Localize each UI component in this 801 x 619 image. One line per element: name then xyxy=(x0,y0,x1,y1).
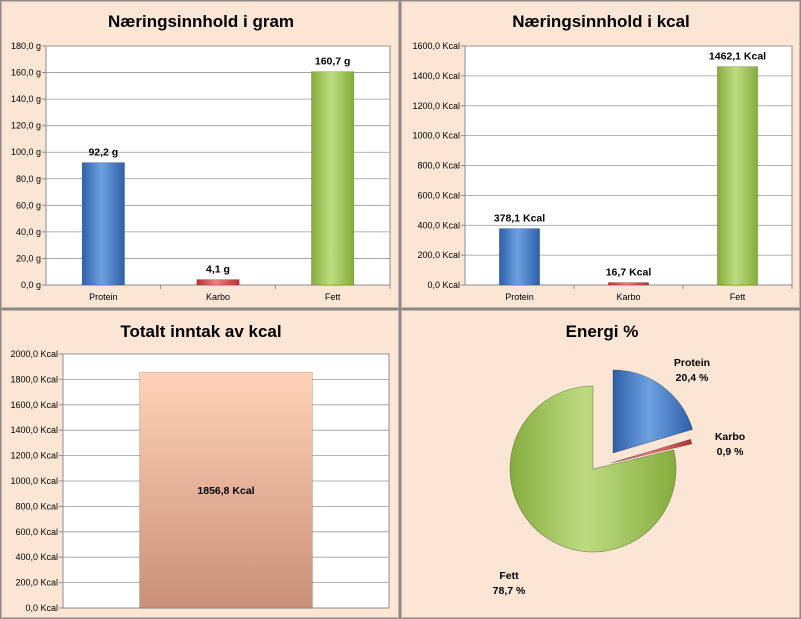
category-label: Karbo xyxy=(206,292,230,302)
bar xyxy=(139,371,313,609)
y-tick-label: 0,0 g xyxy=(21,280,41,290)
y-tick-label: 2000,0 Kcal xyxy=(10,349,58,359)
y-tick-label: 40,0 g xyxy=(16,227,41,237)
y-tick-label: 180,0 g xyxy=(11,41,41,51)
y-tick-label: 80,0 g xyxy=(16,174,41,184)
y-tick-label: 1200,0 Kcal xyxy=(412,101,460,111)
category-label: Fett xyxy=(730,292,746,302)
bar xyxy=(717,66,758,286)
y-tick-label: 140,0 g xyxy=(11,94,41,104)
y-tick-label: 60,0 g xyxy=(16,200,41,210)
data-label: 16,7 Kcal xyxy=(606,267,652,279)
chart-panel-total: Totalt inntak av kcal 0,0 Kcal 200,0 Kcal… xyxy=(1,310,399,618)
chart-panel-gram: Næringsinnhold i gram 0,0 g 20,0 g 40,0 g 6… xyxy=(1,1,399,308)
slice-category-label: Fett xyxy=(499,570,519,582)
slice-category-label: Protein xyxy=(674,357,710,369)
chart-title: Næringsinnhold i kcal xyxy=(512,12,690,31)
bar xyxy=(608,282,649,286)
y-tick-label: 100,0 g xyxy=(11,147,41,157)
chart-total-svg: Totalt inntak av kcal 0,0 Kcal 200,0 Kcal… xyxy=(10,322,390,613)
pie-slice xyxy=(610,438,693,464)
y-tick-label: 120,0 g xyxy=(11,121,41,131)
y-tick-label: 1800,0 Kcal xyxy=(10,374,58,384)
bar xyxy=(81,162,125,286)
y-tick-label: 20,0 g xyxy=(16,253,41,263)
data-label: 92,2 g xyxy=(88,147,118,159)
chart-title: Energi % xyxy=(566,322,639,341)
pie-slice xyxy=(509,385,677,553)
y-tick-label: 1400,0 Kcal xyxy=(412,71,460,81)
category-label: Protein xyxy=(89,292,118,302)
chart-panel-energy: Energi % Protein 20,4 % Karbo 0,9 % Fett 78,7… xyxy=(401,310,800,618)
chart-energy-svg: Energi % Protein 20,4 % Karbo 0,9 % Fett 78,7… xyxy=(493,322,746,597)
y-tick-label: 600,0 Kcal xyxy=(417,190,460,200)
y-tick-label: 1200,0 Kcal xyxy=(10,451,58,461)
bar xyxy=(196,279,240,286)
y-tick-label: 1000,0 Kcal xyxy=(10,476,58,486)
y-tick-label: 800,0 Kcal xyxy=(15,501,58,511)
slice-value-label: 0,9 % xyxy=(717,446,745,458)
data-label: 378,1 Kcal xyxy=(494,213,545,225)
y-tick-label: 0,0 Kcal xyxy=(25,603,58,613)
data-label: 160,7 g xyxy=(315,56,351,68)
slice-value-label: 20,4 % xyxy=(676,372,709,384)
chart-gram-svg: Næringsinnhold i gram 0,0 g 20,0 g 40,0 g 6… xyxy=(11,12,391,302)
y-tick-label: 1600,0 Kcal xyxy=(10,400,58,410)
y-tick-label: 400,0 Kcal xyxy=(417,220,460,230)
data-label: 4,1 g xyxy=(206,264,230,276)
pie-slice xyxy=(612,369,693,454)
y-tick-label: 400,0 Kcal xyxy=(15,552,58,562)
category-label: Karbo xyxy=(616,292,640,302)
chart-title: Totalt inntak av kcal xyxy=(120,322,281,341)
data-label: 1462,1 Kcal xyxy=(709,51,766,63)
y-tick-label: 1600,0 Kcal xyxy=(412,41,460,51)
slice-value-label: 78,7 % xyxy=(493,585,526,597)
y-tick-label: 1400,0 Kcal xyxy=(10,425,58,435)
y-tick-label: 200,0 Kcal xyxy=(15,578,58,588)
chart-panel-kcal: Næringsinnhold i kcal 0,0 Kcal 200,0 Kcal… xyxy=(401,1,800,308)
y-tick-label: 600,0 Kcal xyxy=(15,527,58,537)
chart-title: Næringsinnhold i gram xyxy=(108,12,294,31)
y-tick-label: 800,0 Kcal xyxy=(417,161,460,171)
bar xyxy=(311,71,355,286)
y-tick-label: 160,0 g xyxy=(11,68,41,78)
y-tick-label: 1000,0 Kcal xyxy=(412,131,460,141)
y-tick-label: 0,0 Kcal xyxy=(427,280,460,290)
chart-kcal-svg: Næringsinnhold i kcal 0,0 Kcal 200,0 Kcal… xyxy=(412,12,793,302)
data-label: 1856,8 Kcal xyxy=(197,485,254,497)
y-tick-label: 200,0 Kcal xyxy=(417,250,460,260)
bar xyxy=(499,228,540,286)
category-label: Fett xyxy=(325,292,341,302)
category-label: Protein xyxy=(505,292,534,302)
slice-category-label: Karbo xyxy=(715,431,745,443)
